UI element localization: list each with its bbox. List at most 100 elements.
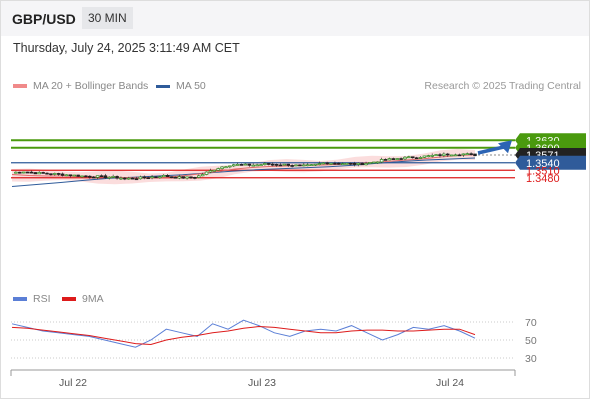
candle-body [407, 156, 411, 159]
candle-body [72, 174, 77, 177]
candle-body [360, 162, 364, 166]
candle-body [465, 153, 469, 156]
ma50-line [11, 157, 476, 187]
candle-body [410, 156, 415, 159]
candle-body [33, 172, 38, 175]
ma9-line [11, 325, 476, 346]
price-text-1.3540: 1.3540 [526, 158, 560, 170]
candle-body [286, 163, 290, 166]
candle-body [403, 156, 407, 160]
ma9-legend-label: 9MA [82, 293, 104, 305]
rsi-legend-label: RSI [33, 293, 51, 305]
ma50-swatch [156, 84, 170, 88]
price-text-1.3510: 1.3510 [526, 165, 560, 177]
candle-body [333, 162, 337, 165]
candle-body [298, 164, 302, 167]
x-tick-label: Jul 22 [59, 377, 87, 389]
candle-body [212, 169, 217, 172]
candle-body [395, 158, 399, 160]
candle-body [438, 154, 442, 156]
candle-body [426, 155, 431, 157]
candle-body [193, 176, 197, 179]
candle-body [134, 178, 139, 181]
candle-body [247, 163, 252, 166]
candle-body [208, 170, 213, 173]
candle-body [68, 174, 73, 177]
x-tick-label: Jul 23 [248, 377, 276, 389]
candle-body [379, 159, 384, 163]
top-bar: GBP/USD 30 MIN [0, 0, 590, 36]
candle-body [49, 173, 53, 176]
candle-body [103, 175, 108, 178]
bollinger-band [12, 149, 475, 185]
candle-body [37, 172, 41, 175]
candle-body [99, 175, 104, 178]
candle-body [161, 175, 166, 178]
legend-ma20: MA 20 + Bollinger Bands [13, 80, 148, 92]
candle-body [356, 162, 361, 165]
candle-body [235, 164, 240, 166]
candle-body [177, 176, 182, 179]
legend-rsi: RSI [13, 293, 51, 305]
candle-body [91, 176, 96, 179]
candle-body [45, 172, 49, 175]
candle-body [165, 175, 170, 178]
x-tick-label: Jul 24 [436, 377, 464, 389]
candle-body [88, 175, 92, 178]
candle-body [329, 162, 333, 165]
candle-body [228, 165, 232, 168]
candle-body [348, 162, 353, 165]
candle-body [251, 164, 255, 167]
candle-body [290, 165, 294, 167]
candle-body [173, 176, 178, 179]
candle-body [197, 175, 201, 178]
candle-body [107, 176, 112, 179]
ma50-legend-label: MA 50 [176, 80, 206, 92]
candle-body [325, 162, 329, 165]
candle-body [232, 164, 236, 167]
candle-body [368, 162, 372, 164]
candle-body [25, 171, 30, 174]
candle-body [41, 172, 45, 174]
candle-body [224, 166, 228, 169]
candle-body [263, 163, 267, 165]
candle-body [255, 164, 259, 167]
candle-body [321, 162, 326, 165]
rsi-tick-70: 70 [525, 317, 537, 329]
ma20-swatch [13, 84, 27, 88]
report-timestamp: Thursday, July 24, 2025 3:11:49 AM CET [13, 41, 240, 55]
candle-body [302, 164, 306, 167]
candle-body [243, 163, 248, 166]
timeframe-badge[interactable]: 30 MIN [82, 7, 133, 29]
level-label-1.3540: 1.3540 [515, 155, 586, 170]
candle-body [422, 155, 427, 158]
candle-body [364, 163, 368, 166]
candle-body [473, 153, 477, 157]
legend-9ma: 9MA [62, 293, 104, 305]
candle-body [259, 164, 263, 166]
candle-body [216, 168, 220, 171]
candle-body [446, 153, 450, 156]
price-text-1.3480: 1.3480 [526, 173, 560, 185]
candles [14, 152, 477, 181]
level-label-1.3480: 1.3480 [526, 173, 560, 185]
candle-body [18, 171, 22, 174]
candle-body [305, 164, 310, 167]
candle-body [189, 176, 193, 179]
candle-body [414, 157, 419, 160]
candle-body [469, 153, 473, 156]
candle-body [150, 176, 154, 179]
candle-body [337, 162, 341, 165]
candle-body [282, 163, 287, 166]
candle-body [200, 174, 205, 177]
candle-body [313, 163, 318, 166]
candle-body [181, 176, 185, 179]
candle-body [453, 154, 458, 157]
candle-body [317, 163, 322, 165]
candle-body [270, 163, 275, 166]
candle-body [430, 155, 434, 157]
candle-body [60, 173, 65, 176]
candle-body [115, 176, 119, 179]
